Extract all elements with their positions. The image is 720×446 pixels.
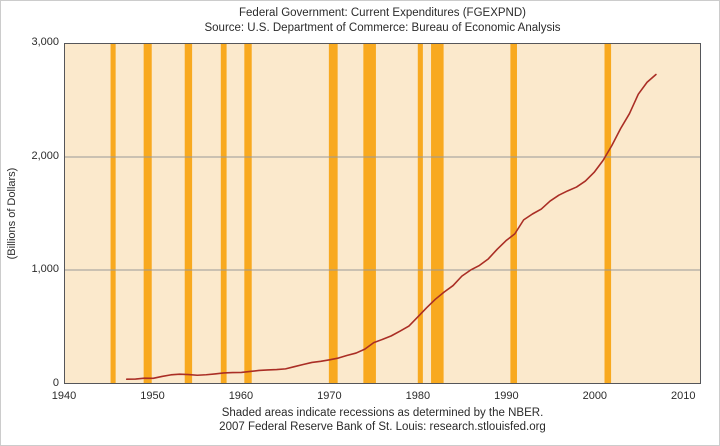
x-tick-label: 1950 — [140, 390, 165, 402]
recession-band — [220, 44, 227, 383]
recession-band — [604, 44, 612, 383]
recession-band — [510, 44, 517, 383]
y-tick-label: 3,000 — [31, 36, 59, 48]
x-tick-label: 1940 — [51, 390, 77, 402]
caption-source: 2007 Federal Reserve Bank of St. Louis: … — [219, 421, 546, 433]
x-tick-label: 1990 — [494, 390, 519, 402]
recession-band — [328, 44, 338, 383]
caption-recession-note: Shaded areas indicate recessions as dete… — [221, 407, 544, 419]
y-tick-label: 2,000 — [31, 149, 59, 162]
x-tick-label: 1980 — [405, 390, 431, 402]
recession-band — [184, 44, 193, 383]
y-axis-label: (Billions of Dollars) — [6, 167, 18, 260]
plot-background — [65, 44, 700, 383]
expenditures-line — [125, 73, 657, 381]
chart-subtitle: Source: U.S. Department of Commerce: Bur… — [204, 22, 561, 34]
recession-band — [110, 44, 116, 383]
recession-band — [431, 44, 444, 383]
y-tick-label: 0 — [52, 377, 59, 389]
recession-band — [244, 44, 252, 383]
plot-area — [64, 43, 701, 384]
x-tick-label: 1960 — [228, 390, 254, 402]
x-tick-label: 1970 — [317, 390, 342, 402]
chart-title: Federal Government: Current Expenditures… — [239, 7, 526, 19]
y-tick-label: 1,000 — [31, 263, 59, 276]
recession-band — [363, 44, 376, 383]
recession-band — [143, 44, 152, 383]
x-tick-label: 2000 — [582, 390, 608, 402]
x-tick-label: 2010 — [671, 390, 696, 402]
recession-band — [417, 44, 423, 383]
